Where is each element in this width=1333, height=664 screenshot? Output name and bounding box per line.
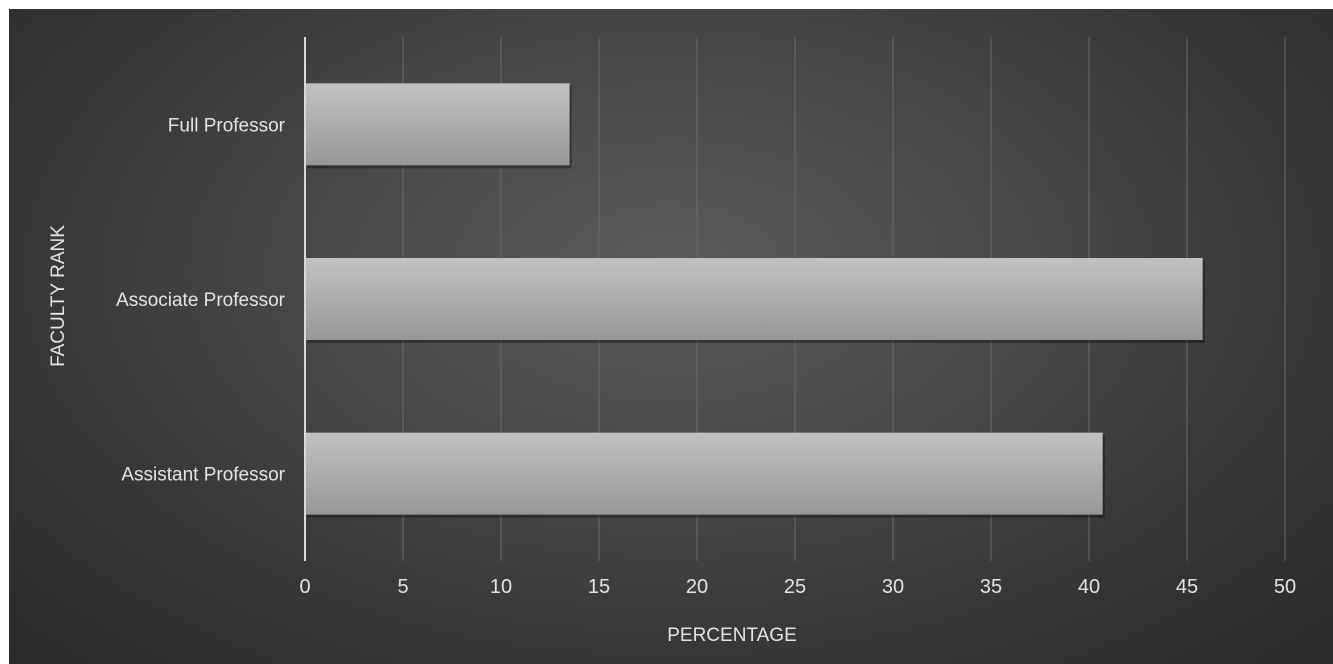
x-tick-label: 40	[1078, 576, 1100, 598]
x-tick-label: 35	[980, 576, 1002, 598]
bar-associate-professor	[305, 258, 1203, 340]
x-tick-label: 5	[397, 576, 408, 598]
x-tick-label: 30	[882, 576, 904, 598]
category-label: Associate Professor	[116, 290, 286, 311]
category-label: Assistant Professor	[121, 465, 285, 486]
x-axis-title: PERCENTAGE	[667, 625, 797, 646]
x-tick-label: 0	[299, 576, 310, 598]
x-tick-label: 15	[588, 576, 610, 598]
chart-container: 0 5 10 15 20 25 30 35 40 45 50 Full Professor Associ…	[9, 9, 1333, 664]
bar-full-professor	[305, 83, 570, 166]
x-tick-label: 20	[686, 576, 708, 598]
x-tick-label: 10	[490, 576, 512, 598]
tick-labels: 0 5 10 15 20 25 30 35 40 45 50 Full Professor Associ…	[116, 115, 1296, 598]
category-label: Full Professor	[168, 115, 286, 136]
bars	[305, 83, 1205, 518]
bar-assistant-professor	[305, 432, 1103, 515]
x-tick-label: 25	[784, 576, 806, 598]
bar-chart: 0 5 10 15 20 25 30 35 40 45 50 Full Professor Associ…	[48, 37, 1296, 646]
y-axis-title: FACULTY RANK	[48, 225, 69, 367]
x-tick-label: 50	[1274, 576, 1296, 598]
x-tick-label: 45	[1176, 576, 1198, 598]
